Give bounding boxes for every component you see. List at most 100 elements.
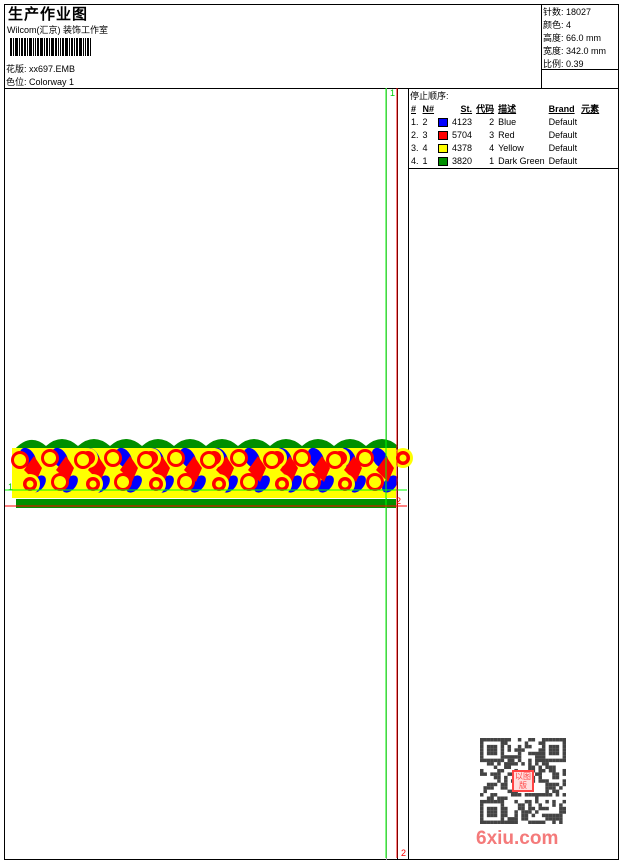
barcode-bar — [33, 38, 34, 56]
stitch-shape — [152, 480, 160, 488]
qr-module — [507, 744, 512, 749]
qr-module — [480, 758, 484, 763]
page-title: 生产作业图 — [8, 6, 89, 23]
stat-label: 高度: — [543, 33, 564, 43]
qr-module — [486, 744, 491, 749]
qr-module — [552, 789, 556, 794]
qr-module — [500, 782, 505, 787]
qr-module — [541, 738, 546, 742]
row-index: 1. — [411, 116, 419, 127]
qr-module — [555, 748, 560, 752]
qr-module — [555, 817, 560, 821]
qr-module — [480, 748, 484, 752]
qr-module — [531, 820, 536, 824]
qr-module — [535, 772, 539, 776]
stitch-shape — [399, 454, 407, 462]
qr-module — [555, 772, 560, 776]
qr-module — [555, 813, 560, 818]
qr-module — [559, 758, 563, 763]
qr-module — [490, 813, 494, 818]
qr-module — [548, 768, 553, 773]
qr-module — [562, 810, 566, 814]
qr-module — [528, 758, 532, 763]
qr-module — [493, 820, 498, 824]
row-code: 4 — [489, 142, 495, 153]
qr-module — [507, 817, 512, 821]
barcode-bar — [37, 38, 39, 56]
qr-module — [521, 762, 525, 766]
stitch-shape — [280, 456, 298, 482]
qr-module — [552, 820, 556, 824]
qr-module — [517, 748, 522, 752]
qr-module — [500, 817, 505, 821]
stitch-shape — [24, 456, 42, 482]
qr-module — [486, 762, 491, 766]
qr-module — [510, 793, 515, 797]
qr-module — [524, 744, 529, 749]
qr-module — [514, 762, 518, 766]
qr-module — [507, 772, 512, 776]
qr-module — [541, 779, 546, 783]
qr-module — [528, 744, 532, 749]
qr-module — [486, 813, 491, 818]
qr-module — [545, 793, 549, 797]
qr-module — [545, 765, 549, 770]
row-code: 2 — [489, 116, 495, 127]
qr-module — [517, 738, 522, 742]
table-row: 4. 1 3820 1 Dark Green Default — [409, 154, 601, 167]
barcode-bar — [19, 38, 20, 56]
qr-module — [480, 751, 484, 756]
barcode-bar — [71, 38, 73, 56]
qr-module — [480, 810, 484, 814]
barcode-bar — [69, 38, 70, 56]
qr-module — [490, 782, 494, 787]
qr-module — [531, 751, 536, 756]
qr-module — [559, 806, 563, 811]
qr-module — [504, 820, 508, 824]
qr-module — [548, 738, 553, 742]
qr-module — [521, 806, 525, 811]
qr-module — [493, 744, 498, 749]
qr-module — [480, 820, 484, 824]
qr-module — [552, 803, 556, 807]
row-desc: Red — [498, 129, 515, 140]
qr-module — [480, 793, 484, 797]
stats-list: 针数: 18027 颜色: 4 高度: 66.0 mm 宽度: 342.0 mm… — [543, 6, 606, 71]
qr-module — [524, 793, 529, 797]
qr-module — [545, 738, 549, 742]
qr-module — [504, 810, 508, 814]
barcode-bar — [65, 38, 68, 56]
qr-code — [480, 738, 566, 824]
qr-module — [562, 768, 566, 773]
barcode-bar — [60, 38, 61, 56]
qr-module — [500, 806, 505, 811]
barcode-bar — [55, 38, 57, 56]
qr-module — [541, 806, 546, 811]
row-swatch — [436, 115, 450, 128]
qr-module — [497, 772, 501, 776]
qr-module — [490, 799, 494, 804]
qr-module — [514, 817, 518, 821]
row-stitches: 5704 — [452, 129, 473, 140]
col-desc: 描述 — [498, 104, 517, 114]
qr-module — [486, 796, 491, 800]
qr-module — [548, 758, 553, 763]
qr-module — [500, 738, 505, 742]
end-marker-bottom: 2 — [401, 848, 407, 858]
qr-module — [531, 738, 536, 742]
watermark-logo: 6xiu.com — [476, 828, 559, 849]
stop-sequence-title: 停止顺序: — [410, 91, 449, 101]
col-brand: Brand — [548, 103, 575, 114]
stitch-shape — [248, 456, 266, 482]
qr-module — [528, 810, 532, 814]
qr-module — [493, 748, 498, 752]
qr-module — [548, 744, 553, 749]
qr-module — [524, 813, 529, 818]
qr-module — [545, 786, 549, 790]
barcode-bar — [10, 38, 12, 56]
qr-module — [562, 744, 566, 749]
qr-module — [490, 806, 494, 811]
qr-module — [548, 786, 553, 790]
qr-module — [493, 772, 498, 776]
qr-module — [493, 765, 498, 770]
